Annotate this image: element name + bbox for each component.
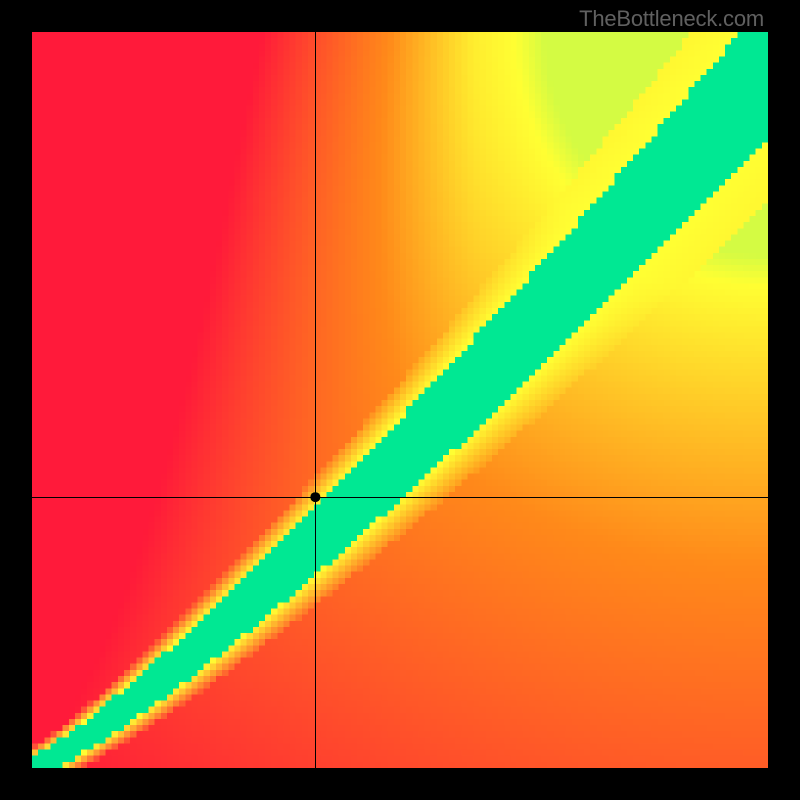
plot-area	[32, 32, 768, 768]
watermark-text: TheBottleneck.com	[579, 6, 764, 32]
crosshair-overlay	[32, 32, 768, 768]
chart-frame: TheBottleneck.com	[0, 0, 800, 800]
